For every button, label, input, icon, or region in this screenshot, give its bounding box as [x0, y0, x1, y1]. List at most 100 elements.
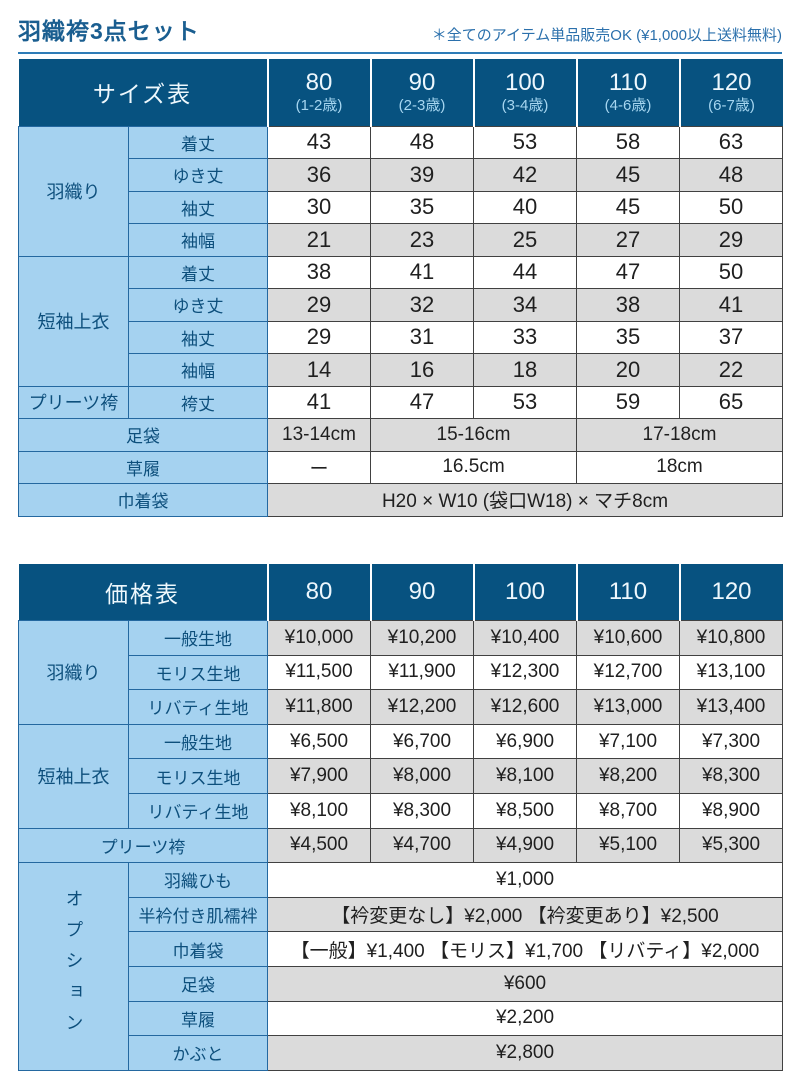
- value-cell: ¥8,300: [370, 792, 474, 829]
- column-header: 120: [678, 563, 783, 621]
- value-cell: ¥1,000: [267, 862, 783, 898]
- label-cell: 一般生地: [128, 620, 268, 656]
- table-row: 羽織り 着丈 43 48 53 58 63: [18, 125, 783, 257]
- table-row: モリス生地 ¥7,900 ¥8,000 ¥8,100 ¥8,200 ¥8,300: [19, 758, 783, 794]
- value-cell: 35: [576, 320, 680, 354]
- column-header: 110 (4-6歳): [575, 59, 680, 126]
- table-row: 草履ー 16.5cm 18cm: [18, 450, 783, 484]
- value-cell: ¥6,900: [473, 723, 577, 760]
- value-cell: 29: [267, 320, 371, 354]
- value-cell: 16.5cm: [370, 450, 577, 484]
- table-row: オプション 羽織ひも ¥1,000: [18, 862, 783, 1071]
- column-age-label: (4-6歳): [604, 96, 652, 114]
- value-cell: 17-18cm: [576, 418, 783, 452]
- value-cell: 42: [473, 158, 577, 192]
- value-cell: 41: [679, 288, 783, 322]
- table-row: 袖丈 30 35 40 45 50: [19, 190, 783, 224]
- label-cell: 袖幅: [128, 223, 268, 257]
- column-header: 80: [266, 563, 371, 621]
- value-cell: ¥12,200: [370, 689, 474, 725]
- value-cell: ¥7,300: [679, 723, 783, 760]
- value-cell: 29: [679, 223, 783, 257]
- table-row: リバティ生地 ¥11,800 ¥12,200 ¥12,600 ¥13,000 ¥13,40…: [19, 689, 783, 725]
- value-cell: ¥2,800: [267, 1035, 783, 1071]
- label-cell: 半衿付き肌襦袢: [128, 896, 268, 933]
- size-table: サイズ表 80 (1-2歳) 90 (2-3歳) 100 (3-4歳) 110 (4-6歳) 1…: [18, 59, 783, 517]
- value-cell: ¥10,800: [679, 620, 783, 656]
- table-row: プリーツ袴 袴丈 41 47 53 59 65: [18, 385, 783, 419]
- page-note: ＊全てのアイテム単品販売OK (¥1,000以上送料無料): [431, 27, 782, 44]
- price-table-body: 羽織り 一般生地 ¥10,000 ¥10,200 ¥10,400 ¥10,600 ¥10,8…: [18, 620, 783, 1071]
- value-cell: ¥12,600: [473, 689, 577, 725]
- category-cell: オプション: [18, 862, 129, 1071]
- value-cell: 53: [473, 385, 577, 419]
- label-cell: 着丈: [128, 255, 268, 289]
- column-age-label: (3-4歳): [501, 96, 549, 114]
- value-cell: 45: [576, 158, 680, 192]
- value-cell: ¥8,900: [679, 792, 783, 829]
- label-cell: モリス生地: [128, 758, 268, 794]
- value-cell: 39: [370, 158, 474, 192]
- value-cell: ¥12,300: [473, 654, 577, 691]
- value-cell: ¥10,600: [576, 620, 680, 656]
- value-cell: 41: [370, 255, 474, 289]
- value-cell: 38: [267, 255, 371, 289]
- table-row: 草履 ¥2,200: [19, 1000, 783, 1037]
- column-header: 90: [369, 563, 474, 621]
- category-cell: 短袖上衣: [18, 723, 129, 829]
- column-age-label: (6-7歳): [708, 96, 755, 114]
- value-cell: 44: [473, 255, 577, 289]
- label-cell: リバティ生地: [128, 689, 268, 725]
- table-row: 袖丈 29 31 33 35 37: [19, 320, 783, 354]
- category-vertical-text: オプション: [63, 888, 84, 1044]
- value-cell: 65: [679, 385, 783, 419]
- label-cell: 袖丈: [128, 190, 268, 224]
- value-cell: H20 × W10 (袋口W18) × マチ8cm: [267, 483, 783, 517]
- value-cell: 22: [679, 353, 783, 387]
- table-row: 袖幅 21 23 25 27 29: [19, 223, 783, 257]
- value-cell: ¥8,100: [267, 792, 371, 829]
- label-cell: 足袋: [128, 965, 268, 1002]
- value-cell: 29: [267, 288, 371, 322]
- label-cell: 足袋: [18, 418, 268, 452]
- value-cell: 【一般】¥1,400 【モリス】¥1,700 【リバティ】¥2,000: [267, 931, 783, 967]
- table-row: 足袋 13-14cm 15-16cm 17-18cm: [18, 418, 783, 452]
- value-cell: 58: [576, 125, 680, 159]
- category-cell: 短袖上衣: [18, 255, 129, 387]
- column-size-label: 120: [711, 68, 752, 96]
- value-cell: 41: [267, 385, 371, 419]
- column-header: 80 (1-2歳): [266, 59, 371, 126]
- table-row: 半衿付き肌襦袢 【衿変更なし】¥2,000 【衿変更あり】¥2,500: [19, 896, 783, 933]
- value-cell: ¥13,100: [679, 654, 783, 691]
- table-row: 巾着袋 H20 × W10 (袋口W18) × マチ8cm: [18, 483, 783, 517]
- value-cell: 37: [679, 320, 783, 354]
- value-cell: 47: [576, 255, 680, 289]
- table-row: 巾着袋 【一般】¥1,400 【モリス】¥1,700 【リバティ】¥2,000: [19, 931, 783, 967]
- column-header: 100 (3-4歳): [472, 59, 577, 126]
- value-cell: ¥8,000: [370, 758, 474, 794]
- value-cell: ー: [267, 450, 371, 484]
- value-cell: ¥8,300: [679, 758, 783, 794]
- table-row: ゆき丈 36 39 42 45 48: [19, 158, 783, 192]
- value-cell: ¥10,000: [267, 620, 371, 656]
- size-table-header: サイズ表 80 (1-2歳) 90 (2-3歳) 100 (3-4歳) 110 (4-6歳) 1…: [18, 59, 783, 126]
- value-cell: 25: [473, 223, 577, 257]
- value-cell: ¥7,100: [576, 723, 680, 760]
- column-size-label: 90: [408, 577, 436, 605]
- table-row: 羽織り 一般生地 ¥10,000 ¥10,200 ¥10,400 ¥10,600 ¥10,8…: [18, 620, 783, 725]
- column-age-label: (2-3歳): [398, 96, 446, 114]
- value-cell: ¥6,500: [267, 723, 371, 760]
- value-cell: 27: [576, 223, 680, 257]
- title-row: 羽織袴3点セット ＊全てのアイテム単品販売OK (¥1,000以上送料無料): [18, 12, 782, 54]
- label-cell: ゆき丈: [128, 158, 268, 192]
- value-cell: ¥4,900: [473, 827, 577, 864]
- value-cell: ¥11,900: [370, 654, 474, 691]
- value-cell: ¥8,200: [576, 758, 680, 794]
- label-cell: 一般生地: [128, 723, 268, 760]
- value-cell: 15-16cm: [370, 418, 577, 452]
- value-cell: ¥6,700: [370, 723, 474, 760]
- label-cell: 袖幅: [128, 353, 268, 387]
- label-cell: 巾着袋: [18, 483, 268, 517]
- column-header: 100: [472, 563, 577, 621]
- column-age-label: (1-2歳): [295, 96, 343, 114]
